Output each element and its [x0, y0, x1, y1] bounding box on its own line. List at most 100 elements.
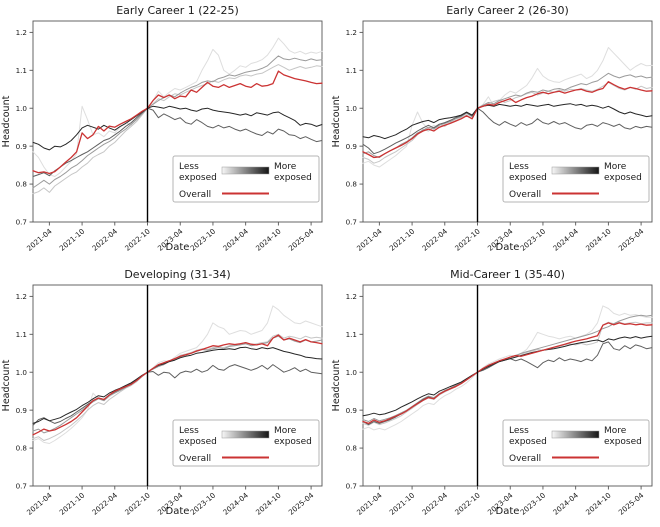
x-axis-label: Date — [166, 506, 190, 517]
x-tick-label: 2022-04 — [420, 226, 449, 252]
x-tick-label: 2022-10 — [123, 490, 152, 516]
legend-more-label: More — [604, 162, 627, 172]
y-tick-label: 1.2 — [16, 292, 27, 301]
legend-more-label: exposed — [274, 437, 312, 447]
x-tick-label: 2021-10 — [388, 490, 417, 516]
y-axis-label: Headcount — [331, 95, 342, 147]
y-tick-label: 0.9 — [16, 406, 28, 415]
chart-svg: Mid-Career 1 (35-40) 0.7 0.8 0.9 1.0 1.1 1.2 20… — [331, 268, 653, 517]
x-tick-label: 2025-04 — [617, 226, 646, 252]
x-tick-label: 2024-10 — [254, 226, 283, 252]
legend-exposure-gradient — [551, 166, 600, 175]
series-line-exposure-q5-most-exposed — [362, 103, 653, 140]
legend-more-label: More — [604, 426, 627, 436]
y-tick-label: 1.1 — [16, 66, 27, 75]
x-tick-label: 2021-10 — [388, 226, 417, 252]
y-tick-label: 0.9 — [346, 406, 358, 415]
chart-panel-mid-career-1: Mid-Career 1 (35-40) 0.7 0.8 0.9 1.0 1.1 1.2 20… — [330, 264, 660, 527]
x-tick-label: 2022-04 — [90, 226, 119, 252]
legend-less-label: Less — [179, 426, 199, 436]
x-axis-label: Date — [496, 242, 520, 253]
y-tick-label: 1.0 — [346, 104, 358, 113]
x-tick-label: 2022-10 — [123, 226, 152, 252]
legend-overall-label: Overall — [179, 454, 211, 464]
legend-overall-label: Overall — [179, 190, 211, 200]
series-line-overall — [362, 322, 653, 425]
x-tick-label: 2022-10 — [453, 226, 482, 252]
x-tick-label: 2025-04 — [287, 490, 316, 516]
chart-title: Early Career 1 (22-25) — [116, 4, 239, 17]
series-line-exposure-q5-most-exposed — [32, 346, 323, 424]
chart-title: Early Career 2 (26-30) — [446, 4, 569, 17]
chart-panel-early-career-1: Early Career 1 (22-25) 0.7 0.8 0.9 1.0 1.1 1.2… — [0, 0, 330, 264]
y-tick-label: 0.7 — [346, 218, 357, 227]
series-line-exposure-q4 — [362, 107, 653, 155]
x-tick-label: 2023-10 — [188, 490, 217, 516]
chart-svg: Early Career 2 (26-30) 0.7 0.8 0.9 1.0 1.1 1.2… — [331, 4, 653, 253]
series-line-exposure-q3 — [32, 55, 323, 189]
x-tick-label: 2022-04 — [90, 490, 119, 516]
y-tick-label: 1.1 — [16, 330, 27, 339]
legend-less-label: exposed — [179, 437, 217, 447]
x-tick-label: 2024-10 — [254, 490, 283, 516]
y-axis-label: Headcount — [331, 359, 342, 411]
legend-more-label: exposed — [604, 173, 642, 183]
x-tick-label: 2021-10 — [58, 490, 87, 516]
y-tick-label: 0.7 — [16, 482, 27, 491]
series-line-exposure-q2 — [362, 81, 653, 164]
series-line-overall — [32, 70, 323, 175]
series-line-overall — [362, 81, 653, 159]
x-tick-label: 2024-10 — [584, 226, 613, 252]
series-line-exposure-q1-least-exposed — [32, 37, 323, 177]
series-line-exposure-q1-least-exposed — [362, 47, 653, 168]
x-tick-label: 2023-10 — [518, 490, 547, 516]
x-tick-label: 2021-04 — [25, 490, 54, 516]
y-axis-label: Headcount — [1, 95, 12, 147]
legend-less-label: exposed — [509, 437, 547, 447]
x-tick-label: 2024-04 — [221, 490, 250, 516]
y-tick-label: 1.2 — [346, 28, 357, 37]
legend-more-label: More — [274, 426, 297, 436]
x-tick-label: 2021-04 — [355, 490, 384, 516]
y-tick-label: 0.9 — [16, 142, 28, 151]
legend-box — [502, 419, 650, 467]
x-axis-label: Date — [166, 242, 190, 253]
y-tick-label: 0.8 — [16, 180, 28, 189]
series-line-exposure-q4 — [32, 364, 323, 426]
y-tick-label: 1.0 — [16, 368, 28, 377]
x-tick-label: 2024-04 — [551, 490, 580, 516]
y-tick-label: 0.7 — [16, 218, 27, 227]
y-tick-label: 1.2 — [16, 28, 27, 37]
legend-less-label: Less — [509, 426, 529, 436]
x-tick-label: 2025-04 — [617, 490, 646, 516]
legend-less-label: exposed — [509, 173, 547, 183]
legend-box — [502, 155, 650, 203]
legend-exposure-gradient — [221, 166, 270, 175]
y-tick-label: 0.8 — [346, 444, 358, 453]
series-line-exposure-q3 — [362, 72, 653, 158]
series-line-exposure-q1-least-exposed — [32, 305, 323, 444]
x-tick-label: 2024-10 — [584, 490, 613, 516]
chart-svg: Early Career 1 (22-25) 0.7 0.8 0.9 1.0 1.1 1.2… — [1, 4, 323, 253]
y-axis-label: Headcount — [1, 359, 12, 411]
y-tick-label: 0.8 — [346, 180, 358, 189]
legend-box — [172, 419, 320, 467]
legend-overall-label: Overall — [509, 190, 541, 200]
chart-title: Developing (31-34) — [124, 268, 230, 281]
x-tick-label: 2021-04 — [355, 226, 384, 252]
legend-more-label: exposed — [274, 173, 312, 183]
x-tick-label: 2022-04 — [420, 490, 449, 516]
y-tick-label: 1.0 — [346, 368, 358, 377]
x-tick-label: 2024-04 — [551, 226, 580, 252]
legend-more-label: exposed — [604, 437, 642, 447]
x-tick-label: 2025-04 — [287, 226, 316, 252]
legend-box — [172, 155, 320, 203]
x-tick-label: 2021-04 — [25, 226, 54, 252]
y-tick-label: 0.7 — [346, 482, 357, 491]
legend-more-label: More — [274, 162, 297, 172]
legend-exposure-gradient — [221, 430, 270, 439]
chart-panel-early-career-2: Early Career 2 (26-30) 0.7 0.8 0.9 1.0 1.1 1.2… — [330, 0, 660, 264]
x-tick-label: 2024-04 — [221, 226, 250, 252]
series-line-exposure-q4 — [32, 107, 323, 177]
